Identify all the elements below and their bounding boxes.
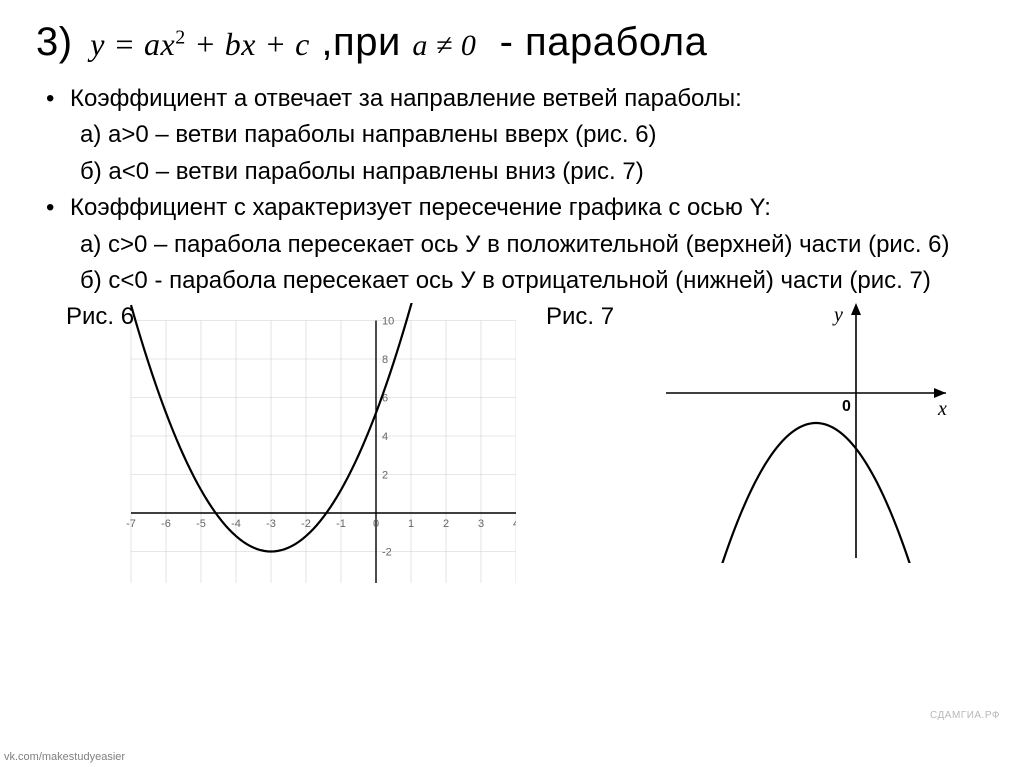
svg-text:-7: -7 [126, 518, 136, 530]
svg-text:-2: -2 [301, 518, 311, 530]
sub-c-positive: а) с>0 – парабола пересекает ось У в пол… [36, 229, 988, 261]
svg-text:0: 0 [373, 518, 379, 530]
svg-text:8: 8 [382, 354, 388, 366]
sub-a-negative: б) а<0 – ветви параболы направлены вниз … [36, 156, 988, 188]
svg-text:-3: -3 [266, 518, 276, 530]
svg-text:-2: -2 [382, 547, 392, 559]
title-formula: y = ax2 + bx + c [90, 26, 310, 62]
chart-fig6: -7-6-5-4-3-2-101234-4-2246810 [96, 303, 516, 583]
chart-fig7: y x 0 [656, 293, 956, 563]
svg-text:-5: -5 [196, 518, 206, 530]
svg-text:2: 2 [443, 518, 449, 530]
svg-text:2: 2 [382, 470, 388, 482]
fig7-label: Рис. 7 [546, 303, 614, 331]
svg-text:3: 3 [478, 518, 484, 530]
footer-link: vk.com/makestudyeasier [4, 751, 125, 763]
slide-title: 3) y = ax2 + bx + c ,при a ≠ 0 - парабол… [36, 20, 988, 65]
fig6-label: Рис. 6 [66, 303, 134, 331]
bullet-coeff-a: Коэффициент а отвечает за направление ве… [46, 83, 988, 115]
figures-row: Рис. 6 -7-6-5-4-3-2-101234-4-2246810 Рис… [36, 303, 988, 583]
svg-text:x: x [937, 398, 947, 420]
svg-text:y: y [832, 304, 843, 326]
sub-a-positive: а) а>0 – ветви параболы направлены вверх… [36, 119, 988, 151]
title-tail: - парабола [500, 20, 708, 64]
bullet-coeff-c: Коэффициент с характеризует пересечение … [46, 192, 988, 224]
svg-text:-4: -4 [231, 518, 241, 530]
svg-text:1: 1 [408, 518, 414, 530]
svg-text:0: 0 [842, 398, 851, 415]
title-index: 3) [36, 20, 73, 64]
footer-watermark: СДАМГИА.РФ [930, 710, 1000, 721]
svg-text:4: 4 [382, 431, 388, 443]
title-condition: a ≠ 0 [412, 29, 476, 62]
title-pri: ,при [321, 20, 400, 64]
svg-text:10: 10 [382, 316, 394, 328]
svg-text:-6: -6 [161, 518, 171, 530]
svg-text:-1: -1 [336, 518, 346, 530]
